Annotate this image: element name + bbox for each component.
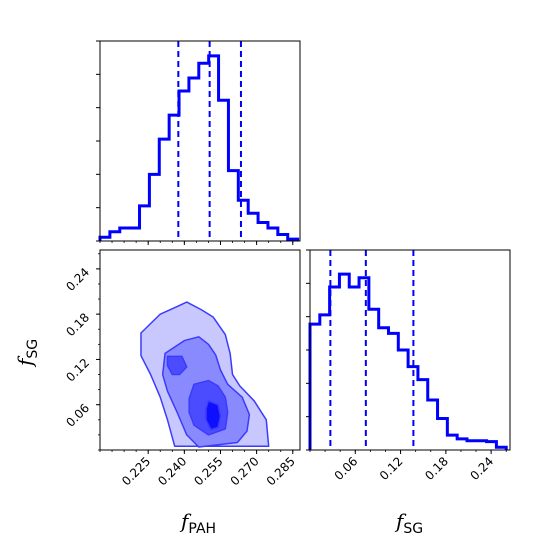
x-tick-label: 0.285 bbox=[264, 454, 298, 488]
fsg-y-axis-title: fSG bbox=[13, 339, 41, 368]
fsg-marginal-xticks: 0.06 0.12 0.18 0.24 bbox=[309, 450, 507, 483]
y-tick-label: 0.18 bbox=[63, 310, 92, 339]
y-tick-label: 0.24 bbox=[63, 265, 92, 294]
x-tick-label: 0.225 bbox=[119, 454, 153, 488]
fsg-histogram bbox=[308, 272, 508, 450]
fsg-marginal-yticks bbox=[306, 249, 310, 451]
joint-xticks: 0.225 0.240 0.255 0.270 0.285 bbox=[99, 450, 298, 488]
x-tick-label: 0.240 bbox=[155, 454, 189, 488]
joint-panel: 0.225 0.240 0.255 0.270 0.285 0.060.120.180.… bbox=[63, 249, 301, 488]
histogram-step-line bbox=[308, 272, 508, 450]
fsg-x-axis-title-sub: SG bbox=[403, 521, 423, 537]
joint-yticks: 0.06 0.12 0.18 0.24 bbox=[63, 253, 100, 451]
x-tick-label: 0.12 bbox=[377, 454, 406, 483]
fsg-y-axis-title-sub: SG bbox=[25, 339, 41, 359]
fpah-quantile-lines bbox=[177, 41, 242, 241]
x-tick-label: 0.24 bbox=[467, 454, 496, 483]
fpah-axis-title-sub: PAH bbox=[188, 521, 216, 537]
fsg-marginal-panel: 0.06 0.12 0.18 0.24 bbox=[306, 249, 511, 483]
fpah-marginal-panel bbox=[96, 40, 301, 245]
fsg-quantile-lines bbox=[329, 250, 415, 450]
contour-level-4 bbox=[205, 400, 222, 431]
fpah-histogram bbox=[98, 54, 300, 241]
x-tick-label: 0.255 bbox=[191, 454, 225, 488]
contour-secondary-peak bbox=[166, 355, 188, 376]
x-tick-label: 0.18 bbox=[422, 454, 451, 483]
fsg-x-axis-title: fSG bbox=[394, 509, 423, 537]
y-tick-label: 0.12 bbox=[63, 356, 92, 385]
histogram-step-line bbox=[98, 54, 300, 241]
joint-contours bbox=[140, 301, 270, 448]
joint-frame bbox=[99, 249, 301, 451]
x-tick-label: 0.270 bbox=[228, 454, 262, 488]
fpah-marginal-yticks bbox=[96, 40, 100, 242]
x-tick-label: 0.06 bbox=[332, 454, 361, 483]
fpah-marginal-xticks bbox=[99, 241, 294, 245]
fpah-axis-title: fPAH bbox=[179, 509, 216, 537]
y-tick-label: 0.06 bbox=[63, 401, 92, 430]
